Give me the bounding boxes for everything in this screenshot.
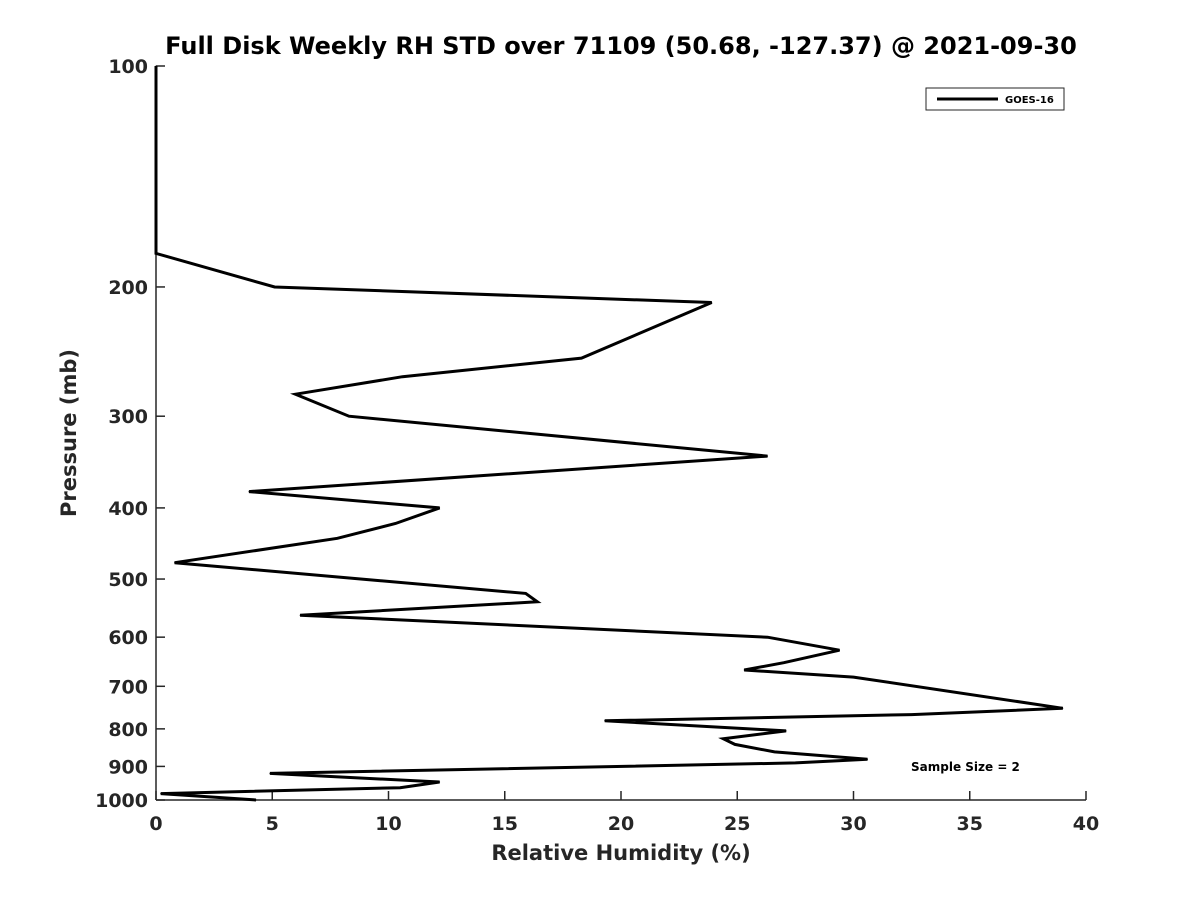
data-point [160, 793, 162, 795]
x-tick-label: 5 [266, 813, 279, 835]
y-tick-label: 600 [108, 627, 148, 649]
data-point [774, 751, 775, 753]
data-point [604, 720, 606, 722]
x-tick-label: 40 [1073, 813, 1099, 835]
data-point [274, 286, 276, 288]
data-point [402, 376, 403, 378]
data-point [295, 393, 296, 395]
y-axis-label: Pressure (mb) [57, 349, 81, 517]
x-tick-label: 30 [840, 813, 866, 835]
x-ticks: 0 5 10 15 20 25 30 35 40 [149, 791, 1099, 835]
data-point [348, 415, 350, 417]
chart-title: Full Disk Weekly RH STD over 71109 (50.6… [165, 32, 1077, 60]
data-point [734, 743, 736, 745]
data-point [336, 537, 338, 539]
data-point [1062, 707, 1064, 709]
data-point [911, 714, 913, 716]
data-point [399, 787, 401, 789]
x-axis-label: Relative Humidity (%) [491, 841, 750, 865]
y-tick-label: 900 [108, 756, 148, 778]
y-tick-label: 1000 [95, 790, 148, 812]
y-tick-label: 800 [108, 719, 148, 741]
data-point [867, 758, 868, 760]
data-point [248, 491, 250, 493]
data-point [439, 507, 441, 509]
data-point [722, 738, 724, 740]
data-point [581, 357, 582, 359]
y-tick-label: 400 [108, 498, 148, 520]
data-point [155, 194, 157, 196]
data-point [155, 252, 157, 254]
data-point [794, 762, 796, 764]
y-tick-label: 200 [108, 277, 148, 299]
y-ticks: 100 200 300 400 500 600 700 800 900 1000 [95, 56, 165, 812]
legend-label-goes-16: GOES-16 [1005, 95, 1054, 106]
data-point [839, 649, 840, 651]
x-tick-label: 20 [608, 813, 634, 835]
data-point [767, 455, 768, 457]
data-point [299, 614, 301, 616]
y-tick-label: 100 [108, 56, 148, 78]
data-point [536, 601, 538, 603]
data-point [785, 730, 787, 732]
series-line-goes-16 [154, 66, 1064, 802]
legend: GOES-16 [925, 87, 1065, 111]
sample-size-annotation: Sample Size = 2 [911, 760, 1020, 774]
data-point [743, 669, 745, 671]
data-point [360, 578, 362, 580]
data-point [783, 662, 785, 664]
x-tick-label: 0 [149, 813, 162, 835]
y-tick-label: 300 [108, 406, 148, 428]
y-tick-label: 700 [108, 676, 148, 698]
data-point [255, 799, 257, 801]
data-point [174, 562, 176, 564]
data-point [853, 676, 854, 678]
x-tick-label: 15 [492, 813, 518, 835]
data-point [269, 772, 271, 774]
y-tick-label: 500 [108, 569, 148, 591]
x-tick-label: 25 [724, 813, 750, 835]
x-tick-label: 10 [375, 813, 401, 835]
x-tick-label: 35 [957, 813, 983, 835]
data-point [711, 302, 713, 303]
data-point [525, 592, 527, 594]
data-point [767, 636, 768, 638]
data-point [439, 781, 441, 783]
series-layer [154, 65, 1064, 802]
data-point [155, 65, 157, 67]
data-point [395, 523, 396, 524]
